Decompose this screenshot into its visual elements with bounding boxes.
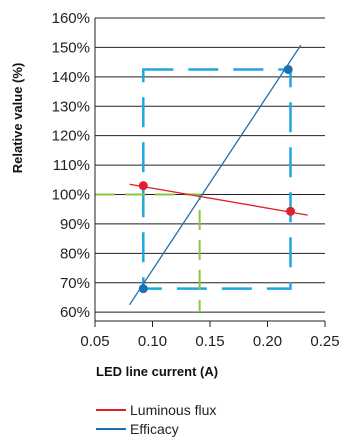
x-tick-label: 0.05 (80, 333, 109, 350)
y-tick-label: 80% (60, 245, 90, 262)
annotations (95, 68, 292, 313)
y-tick-label: 150% (52, 39, 90, 56)
series-line-efficacy (128, 44, 302, 306)
legend: Luminous flux Efficacy (96, 400, 216, 438)
dashed-guide (95, 193, 201, 313)
data-point-efficacy (138, 284, 148, 294)
y-tick-label: 140% (52, 69, 90, 86)
tick-labels: 60% 70% 80% 90% 100% 110% 120% 130% 140% 150% 160%… (52, 10, 340, 350)
y-tick-label: 130% (52, 98, 90, 115)
legend-item-efficacy: Efficacy (96, 419, 216, 438)
legend-item-luminous-flux: Luminous flux (96, 400, 216, 419)
y-tick-label: 70% (60, 275, 90, 292)
y-tick-label: 60% (60, 304, 90, 321)
data-point-efficacy (283, 64, 293, 74)
grid (95, 17, 325, 313)
x-axis-title: LED line current (A) (96, 364, 218, 379)
y-axis-title: Relative value (%) (10, 63, 25, 174)
series-line-luminous-flux (129, 183, 308, 216)
legend-swatch-efficacy (96, 427, 126, 430)
y-tick-label: 160% (52, 10, 90, 27)
y-tick-label: 110% (53, 157, 90, 174)
y-tick-label: 100% (52, 187, 90, 204)
legend-swatch-luminous-flux (96, 408, 126, 411)
y-tick-label: 120% (52, 128, 90, 145)
y-tick-label: 90% (60, 216, 90, 233)
axes (94, 18, 326, 327)
data-point-luminous-flux (286, 206, 295, 216)
dashed-box (142, 68, 292, 290)
legend-label-efficacy: Efficacy (130, 420, 179, 437)
series (128, 44, 308, 306)
x-tick-label: 0.10 (138, 333, 167, 350)
x-tick-label: 0.25 (310, 333, 339, 350)
legend-label-luminous-flux: Luminous flux (130, 401, 217, 418)
x-tick-label: 0.15 (195, 333, 224, 350)
x-tick-label: 0.20 (253, 333, 282, 350)
data-point-luminous-flux (138, 181, 148, 191)
